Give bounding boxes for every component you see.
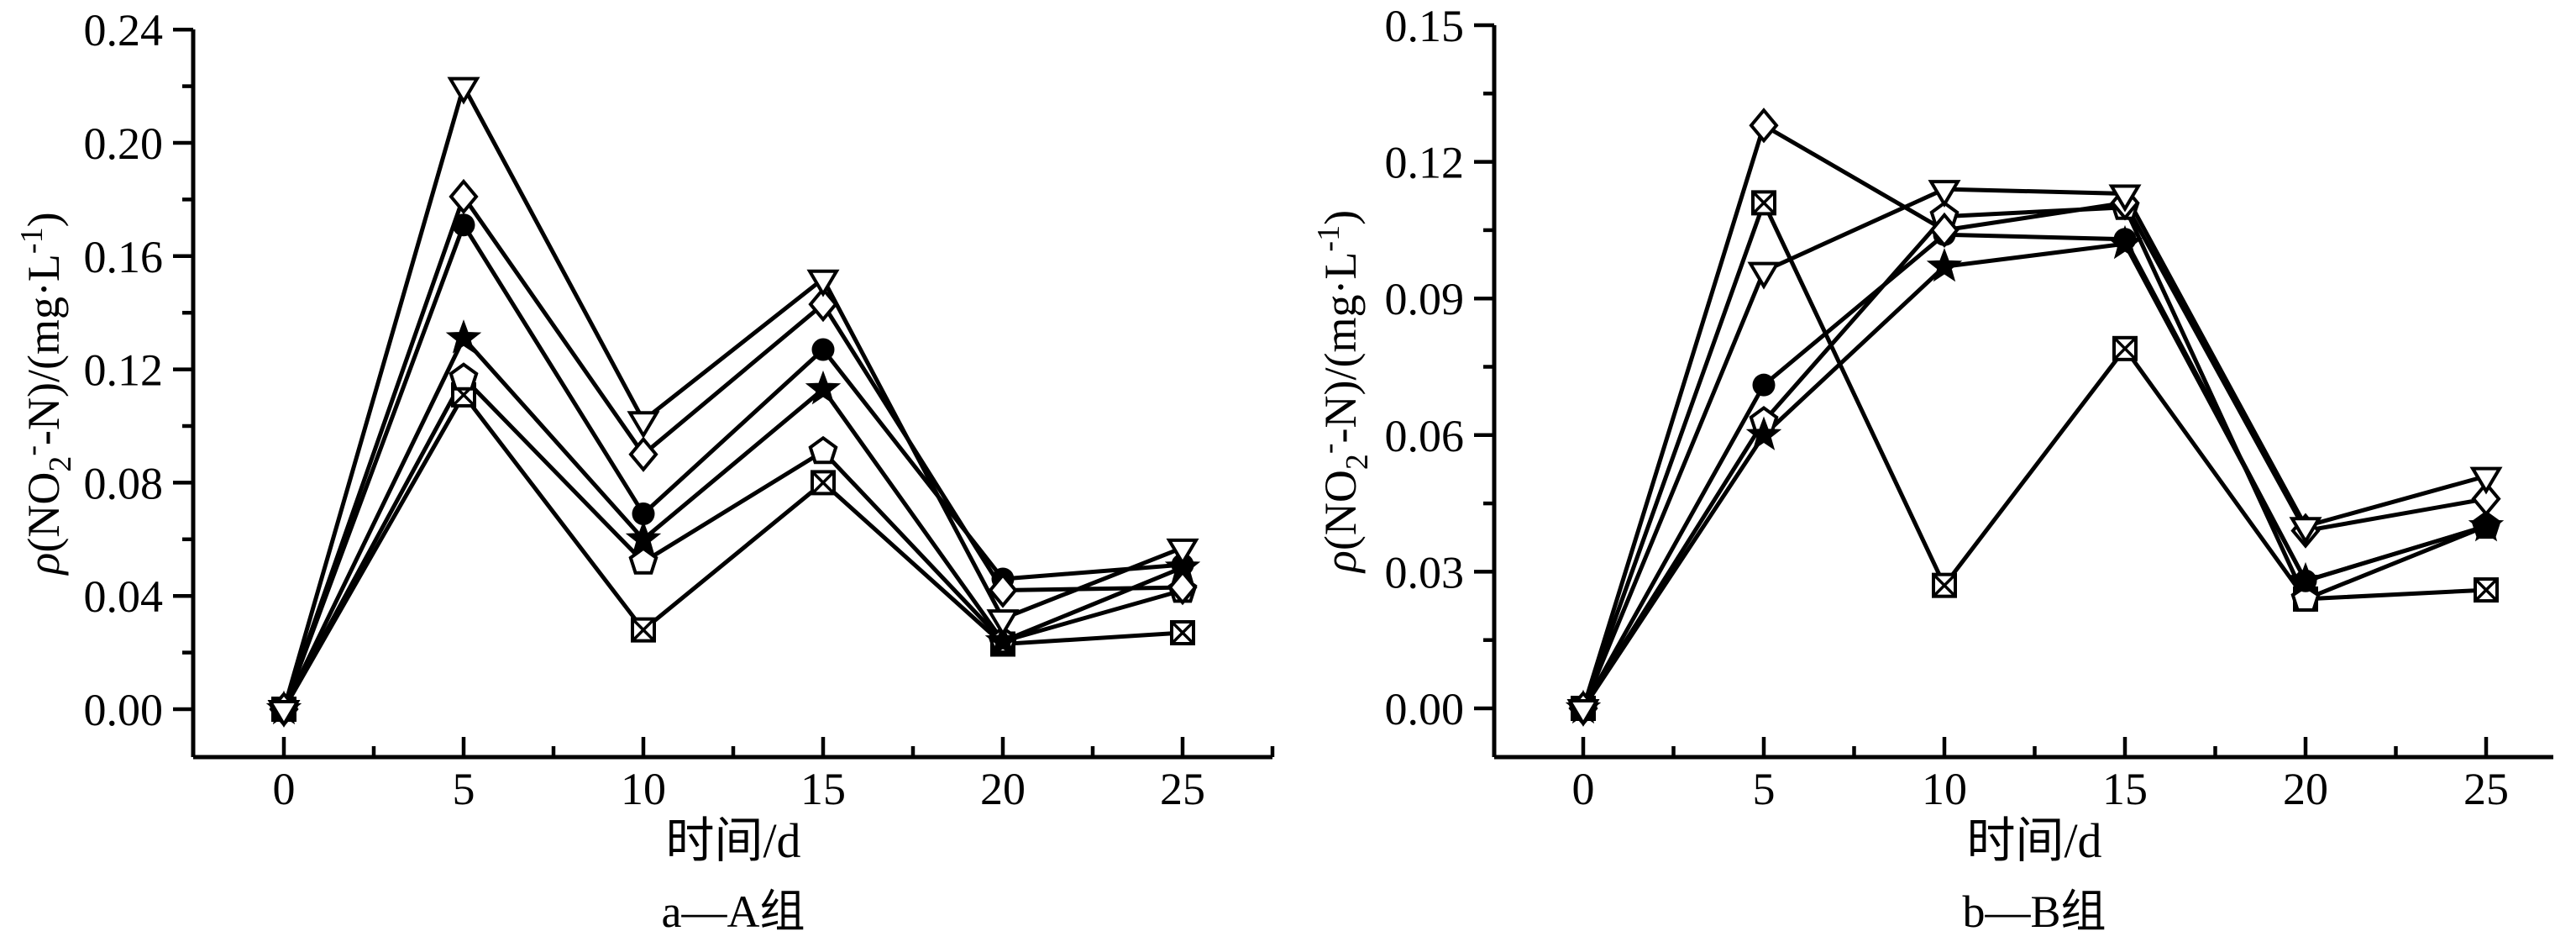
triangle-down-open-marker [447,76,480,105]
y-tick-label: 0.09 [1385,274,1465,324]
series-pentagon-markers [1568,192,2501,721]
triangle-down-open-marker [1166,538,1199,566]
series-star-line [281,334,1183,711]
series-square-x-line [281,391,1183,711]
square-x-open-marker [1932,572,1957,598]
triangle-down-open-marker [627,411,660,439]
chart-a-group: 0.00 0.04 0.08 0.12 0.16 0.20 0.24 0 5 10 15 20 25 ρ(… [14,5,1275,814]
series-diamond-markers [1568,108,2501,727]
series-pentagon-markers [269,362,1198,722]
circle-filled-marker [452,213,475,237]
triangle-down-open-marker [986,609,1020,638]
star-filled-marker [1745,416,1782,450]
triangle-down-open-marker [2289,517,2322,545]
pentagon-open-marker [449,362,479,391]
triangle-down-open-marker [2108,184,2142,213]
circle-filled-marker [2294,569,2317,592]
diamond-open-marker [628,436,658,472]
triangle-down-open-marker [1747,261,1781,290]
y-tick-label: 0.08 [84,458,164,508]
series-triangle-down-markers [1566,180,2503,727]
x-tick-label: 15 [2102,764,2148,814]
series-diamond-line [281,192,1183,710]
series-pentagon-line [281,374,1183,711]
diamond-open-marker [988,572,1018,608]
series-pentagon-line [1581,205,2487,710]
star-filled-marker [1926,247,1963,282]
y-tick-label: 0.00 [1385,684,1465,734]
y-tick-label: 0.03 [1385,547,1465,597]
square-x-open-marker [1170,620,1195,646]
series-star-markers [265,319,1201,725]
x-axis-label-b: 时间/d [1966,813,2102,868]
circle-filled-marker [2113,228,2137,251]
x-tick-label: 20 [980,764,1026,814]
star-filled-marker [805,370,842,405]
panel-caption-b: b—B组 [1962,886,2106,937]
series-circle-line [281,220,1183,710]
y-axis-label: ρ(NO2--N)/(mg·L-1) [1311,210,1375,574]
y-tick-label: 0.00 [84,685,164,735]
y-tick-label: 0.06 [1385,411,1465,461]
square-x-open-marker [631,617,656,643]
x-tick-label: 5 [453,764,475,814]
diamond-open-marker [1929,212,1960,249]
series-square-x-markers [1571,190,2499,721]
chart-b-group: 0.00 0.03 0.06 0.09 0.12 0.15 0 5 10 15 20 25 ρ(NO2-… [1311,1,2553,814]
series-square-x-line [1581,197,2487,709]
pentagon-open-marker [628,546,658,575]
y-tick-label: 0.12 [84,345,164,396]
square-x-open-marker [811,470,836,496]
y-tick-label: 0.20 [84,118,164,169]
panel-caption-a: a—A组 [661,886,805,937]
diamond-open-marker [1749,108,1779,144]
circle-filled-marker [811,338,835,361]
x-tick-label: 5 [1753,764,1776,814]
series-star-line [1581,241,2487,710]
diamond-open-marker [1167,569,1198,606]
star-filled-marker [445,319,482,354]
series-triangle-down-line [1581,187,2487,709]
circle-filled-marker [1752,373,1776,397]
triangle-down-open-marker [806,269,840,297]
series-triangle-down-line [281,81,1183,710]
circle-filled-marker [632,502,655,525]
series-circle-markers [272,213,1194,721]
x-tick-label: 25 [1160,764,1205,814]
y-tick-label: 0.04 [84,571,164,622]
diamond-open-marker [449,178,479,215]
diamond-open-marker [2471,481,2501,517]
series-diamond-line [1581,122,2487,709]
triangle-down-open-marker [1928,180,1961,208]
x-tick-label: 10 [621,764,666,814]
star-filled-marker [625,520,662,555]
x-axis-label-a: 时间/d [665,813,801,868]
x-tick-label: 15 [800,764,846,814]
x-tick-label: 0 [273,764,296,814]
series-triangle-down-markers [267,76,1199,728]
x-tick-label: 0 [1572,764,1595,814]
diamond-open-marker [808,286,838,323]
y-tick-label: 0.16 [84,232,164,282]
x-tick-label: 25 [2463,764,2509,814]
x-tick-label: 10 [1922,764,1967,814]
y-tick-label: 0.15 [1385,1,1465,51]
star-filled-marker [984,622,1021,657]
square-x-open-marker [2112,335,2138,361]
pentagon-open-marker [808,435,838,465]
triangle-down-open-marker [267,700,301,728]
triangle-down-open-marker [1566,699,1600,727]
circle-filled-marker [2474,514,2498,538]
x-tick-label: 20 [2283,764,2328,814]
y-tick-label: 0.12 [1385,138,1465,188]
y-tick-label: 0.24 [84,5,164,55]
square-x-open-marker [1751,190,1776,216]
y-axis-label: ρ(NO2--N)/(mg·L-1) [14,212,78,576]
triangle-down-open-marker [2469,466,2503,495]
square-x-open-marker [2474,577,2499,603]
series-circle-line [1581,232,2487,710]
